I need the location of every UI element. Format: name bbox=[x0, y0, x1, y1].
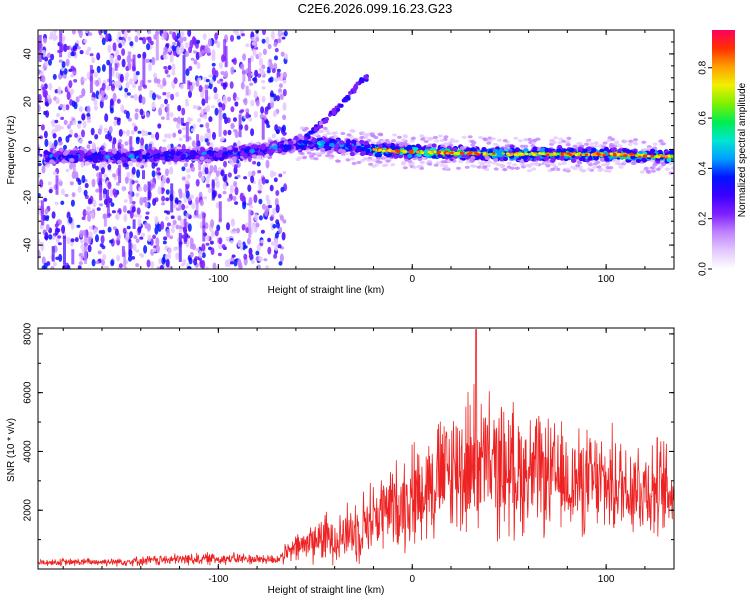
snr-series-line bbox=[38, 329, 674, 567]
y-axis-label: Frequency (Hz) bbox=[6, 116, 17, 185]
snr-panel: -100 0 100 2000 4000 6000 8000 Height of straig… bbox=[6, 322, 675, 596]
x-axis-label: Height of straight line (km) bbox=[268, 585, 385, 596]
y-tick-label: -20 bbox=[23, 190, 34, 205]
snr-frame bbox=[37, 327, 675, 570]
spectrogram-cells bbox=[38, 30, 674, 269]
y-tick-label: 20 bbox=[23, 96, 34, 108]
y-tick-label: -40 bbox=[23, 237, 34, 252]
x-axis-label: Height of straight line (km) bbox=[268, 285, 385, 296]
colorbar: 0.0 0.2 0.4 0.6 0.8 Normalized spectral ampli… bbox=[698, 30, 748, 276]
x-tick-label: 0 bbox=[409, 574, 415, 585]
x-tick-label: -100 bbox=[208, 574, 228, 585]
colorbar-gradient bbox=[712, 30, 735, 269]
colorbar-tick-label: 0.4 bbox=[698, 161, 709, 175]
x-tick-label: 100 bbox=[598, 574, 615, 585]
y-tick-label: 2000 bbox=[23, 499, 34, 522]
colorbar-tick-label: 0.6 bbox=[698, 111, 709, 125]
y-axis-label: SNR (10 * v/v) bbox=[6, 418, 17, 482]
colorbar-tick-label: 0.8 bbox=[698, 60, 709, 74]
y-tick-label: 6000 bbox=[23, 381, 34, 404]
colorbar-tick-label: 0.0 bbox=[698, 262, 709, 276]
y-tick-label: 8000 bbox=[23, 322, 34, 345]
y-tick-label: 40 bbox=[23, 48, 34, 60]
x-tick-label: -100 bbox=[208, 274, 228, 285]
spectrogram-panel: -100 0 100 -40 -20 0 20 40 Height of straight li… bbox=[6, 29, 675, 296]
chart-title: C2E6.2026.099.16.23.G23 bbox=[297, 1, 453, 16]
colorbar-label: Normalized spectral amplitude bbox=[737, 82, 748, 217]
colorbar-tick-label: 0.2 bbox=[698, 211, 709, 225]
y-tick-label: 0 bbox=[23, 146, 34, 152]
x-tick-label: 0 bbox=[409, 274, 415, 285]
x-tick-label: 100 bbox=[598, 274, 615, 285]
y-tick-label: 4000 bbox=[23, 440, 34, 463]
